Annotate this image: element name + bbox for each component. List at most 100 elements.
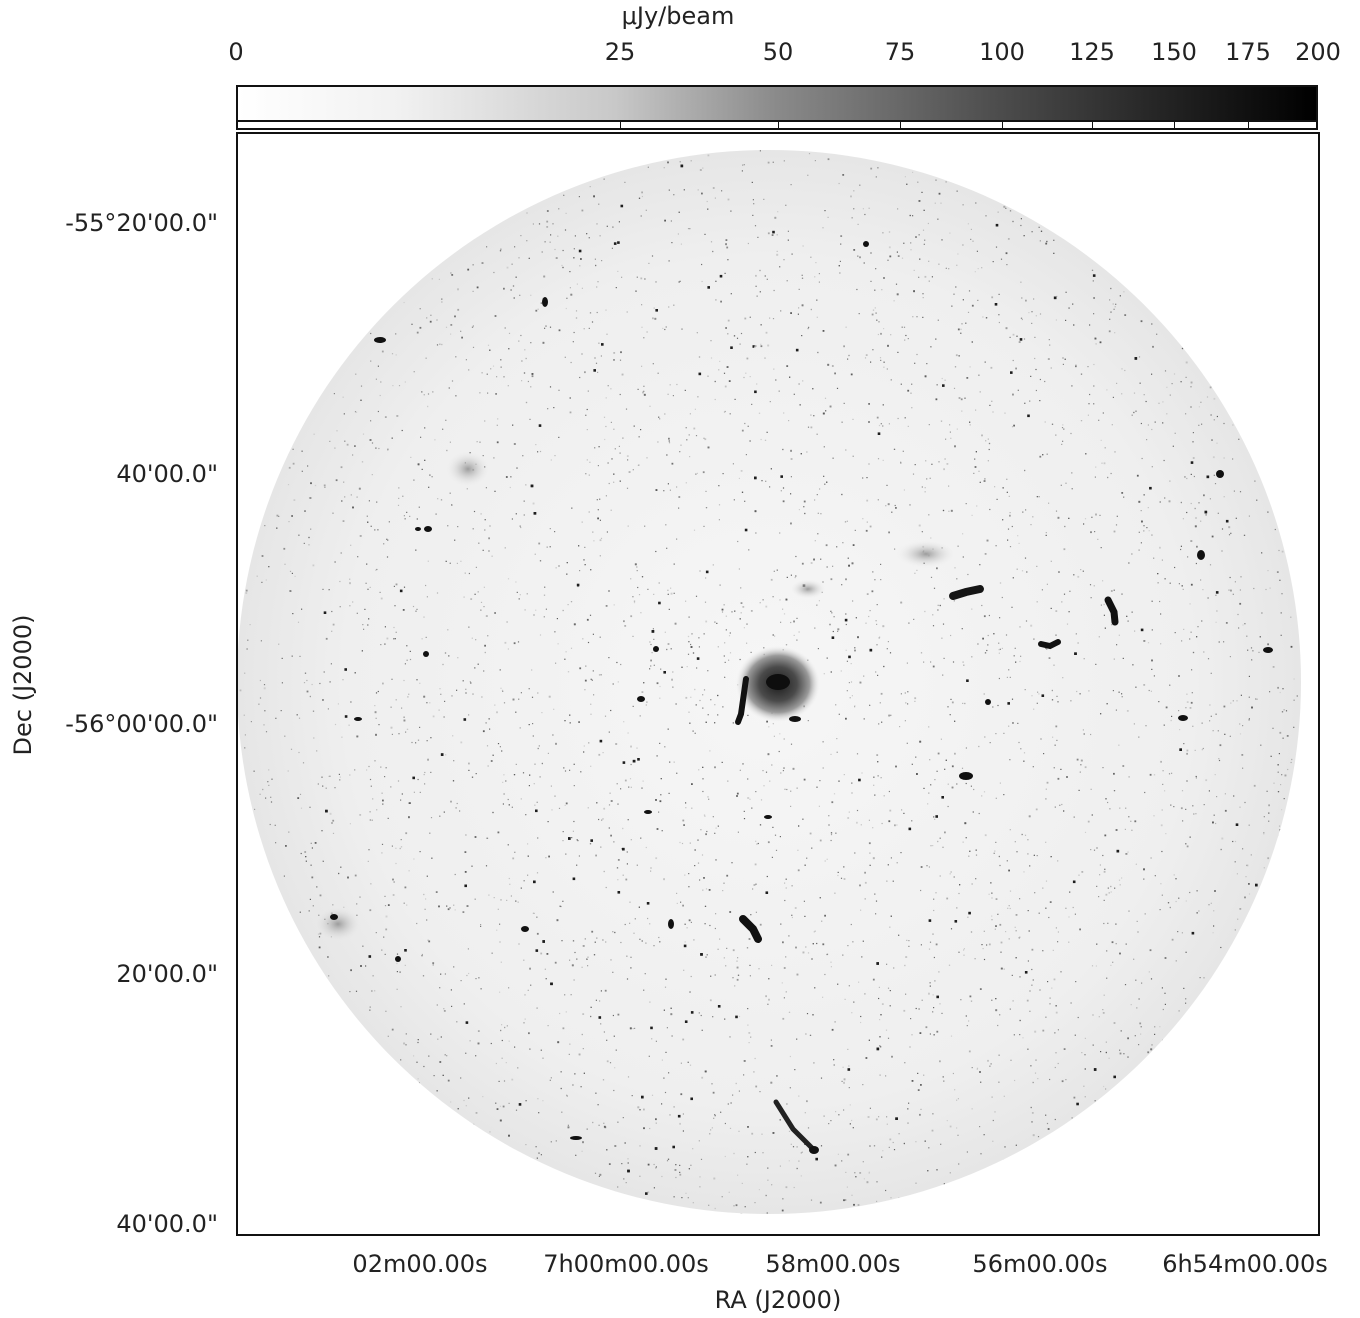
noise-speck (256, 575, 258, 577)
noise-speck (524, 349, 526, 351)
noise-speck (648, 262, 650, 264)
noise-speck (525, 401, 528, 404)
noise-speck (608, 731, 610, 733)
noise-speck (869, 852, 871, 854)
noise-speck (1031, 1112, 1034, 1114)
noise-speck (859, 884, 861, 887)
noise-speck (504, 327, 506, 329)
noise-speck (1209, 564, 1212, 566)
noise-speck (1013, 1034, 1015, 1036)
noise-speck (585, 665, 587, 667)
noise-speck (798, 631, 800, 633)
noise-speck (439, 343, 441, 345)
noise-speck (874, 289, 876, 291)
noise-speck (723, 411, 726, 413)
noise-speck (390, 786, 392, 788)
noise-speck (995, 841, 997, 843)
noise-speck (528, 785, 530, 787)
noise-speck (895, 283, 898, 285)
noise-speck (627, 1162, 629, 1164)
noise-speck (916, 569, 918, 571)
noise-speck (887, 503, 890, 506)
noise-speck (776, 234, 778, 236)
noise-speck (655, 550, 657, 553)
noise-speck (454, 873, 456, 876)
noise-speck (876, 604, 878, 606)
noise-speck (566, 562, 568, 564)
noise-speck (578, 721, 580, 723)
noise-speck (1031, 695, 1033, 697)
noise-speck (929, 759, 931, 761)
noise-speck (650, 867, 652, 869)
noise-speck (836, 738, 838, 740)
noise-speck (1196, 890, 1198, 892)
noise-speck (666, 1160, 669, 1162)
noise-speck (503, 287, 505, 290)
noise-speck (982, 316, 984, 318)
noise-speck (779, 599, 781, 601)
noise-speck (406, 645, 408, 647)
noise-speck (399, 847, 401, 850)
noise-speck (1224, 793, 1226, 795)
noise-speck (548, 695, 551, 698)
noise-speck (995, 797, 997, 799)
noise-speck (1005, 931, 1007, 933)
noise-speck (597, 465, 599, 467)
noise-speck (1103, 922, 1105, 925)
noise-speck (513, 443, 516, 445)
noise-speck (684, 941, 686, 943)
noise-speck (780, 475, 783, 478)
noise-speck (581, 353, 583, 355)
noise-speck (514, 246, 516, 248)
noise-speck (288, 466, 291, 469)
noise-speck (1057, 941, 1059, 943)
noise-speck (428, 940, 431, 943)
noise-speck (301, 470, 303, 472)
noise-speck (661, 830, 663, 832)
noise-speck (841, 584, 843, 586)
noise-speck (888, 531, 890, 534)
noise-speck (310, 864, 312, 866)
noise-speck (1234, 861, 1236, 863)
noise-speck (972, 240, 974, 242)
noise-speck (978, 470, 980, 472)
noise-speck (1122, 657, 1124, 659)
noise-speck (1098, 896, 1100, 898)
noise-speck (725, 327, 727, 329)
noise-speck (603, 416, 606, 418)
noise-speck (1014, 647, 1016, 649)
noise-speck (1281, 593, 1283, 595)
noise-speck (888, 246, 891, 249)
noise-speck (599, 1000, 601, 1002)
noise-speck (383, 543, 385, 545)
noise-speck (621, 1163, 623, 1165)
noise-speck (880, 359, 882, 361)
noise-speck (595, 1092, 597, 1094)
noise-speck (1186, 477, 1188, 480)
noise-speck (868, 819, 870, 821)
noise-speck (902, 450, 904, 452)
noise-speck (354, 411, 357, 413)
noise-speck (796, 617, 798, 619)
noise-speck (537, 308, 539, 310)
noise-speck (797, 869, 800, 872)
noise-speck (1080, 373, 1083, 375)
noise-speck (965, 503, 967, 505)
noise-speck (538, 1152, 540, 1154)
noise-speck (1250, 647, 1253, 649)
noise-speck (727, 198, 730, 201)
noise-speck (606, 1039, 608, 1041)
noise-speck (906, 742, 908, 744)
noise-speck (1229, 656, 1231, 658)
noise-speck (553, 708, 555, 710)
noise-speck (1192, 805, 1194, 807)
noise-speck (1039, 313, 1042, 315)
noise-speck (594, 258, 596, 260)
noise-speck (1121, 877, 1123, 879)
noise-speck (497, 831, 500, 834)
noise-speck (995, 545, 997, 547)
noise-speck (413, 479, 415, 481)
noise-speck (660, 778, 662, 780)
noise-speck (718, 519, 720, 521)
noise-speck (790, 184, 792, 186)
